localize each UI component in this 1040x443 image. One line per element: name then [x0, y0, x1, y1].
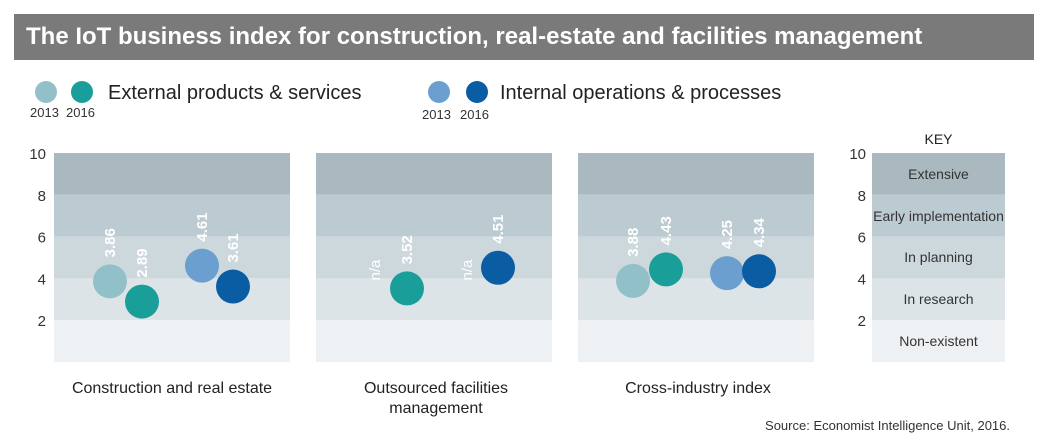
legend-year-external-2016: 2016	[66, 105, 95, 120]
panel-3-band-3	[578, 236, 814, 279]
y-axis-tick-4: 4	[38, 271, 46, 288]
legend-label-external: External products & services	[108, 82, 362, 104]
data-point-panel1-4	[216, 269, 250, 304]
legend-year-external-2013: 2013	[30, 105, 59, 120]
key-band-in-planning: In planning	[904, 249, 973, 265]
key-axis-tick-2: 2	[858, 313, 866, 330]
y-axis-tick-2: 2	[38, 313, 46, 330]
title-bar: The IoT business index for construction,…	[14, 14, 1034, 60]
legend-dot-external-2016	[71, 81, 93, 103]
key-band-2	[872, 194, 1005, 237]
data-label-panel1-3: 4.61	[194, 212, 211, 241]
na-label-panel2-3: n/a	[459, 259, 476, 281]
panel-3-band-5	[578, 320, 814, 362]
key-band-5	[872, 320, 1005, 362]
panel-2-band-2	[316, 194, 552, 237]
key-axis-tick-10: 10	[849, 146, 866, 163]
key-band-extensive: Extensive	[908, 165, 969, 182]
data-label-panel1-1: 3.86	[102, 228, 119, 257]
data-label-panel3-2: 4.43	[658, 216, 675, 245]
source-note: Source: Economist Intelligence Unit, 201…	[765, 418, 1010, 433]
panel-2-band-1	[316, 153, 552, 195]
y-axis-tick-10: 10	[29, 146, 46, 163]
key-axis-tick-8: 8	[858, 188, 866, 205]
data-label-panel2-2: 3.52	[399, 235, 416, 264]
key-band-non-existent: Non-existent	[899, 332, 978, 349]
data-point-panel2-2	[390, 271, 424, 306]
legend-year-internal-2013: 2013	[422, 107, 451, 122]
data-point-panel2-4	[481, 250, 515, 285]
data-point-panel3-4	[742, 254, 776, 289]
panel-3-band-4	[578, 278, 814, 321]
key-band-4	[872, 278, 1005, 321]
data-point-panel1-2	[125, 284, 159, 319]
panel-2-band-5	[316, 320, 552, 362]
y-axis-tick-6: 6	[38, 230, 46, 247]
panel-label-outsourced: Outsourced facilities management	[363, 380, 509, 417]
chart-title: The IoT business index for construction,…	[26, 23, 923, 50]
panel-1-band-5	[54, 320, 290, 362]
legend-dot-external-2013	[35, 81, 57, 103]
legend-year-internal-2016: 2016	[460, 107, 489, 122]
data-point-panel3-2	[649, 252, 683, 287]
panel-label-cross-industry: Cross-industry index	[625, 380, 771, 397]
legend-dot-internal-2016	[466, 81, 488, 103]
panel-1-band-1	[54, 153, 290, 195]
y-axis-tick-8: 8	[38, 188, 46, 205]
data-point-panel1-1	[93, 264, 127, 299]
data-label-panel3-3: 4.25	[719, 220, 736, 249]
key-band-3	[872, 236, 1005, 279]
panel-1-band-3	[54, 236, 290, 279]
data-label-panel3-4: 4.34	[751, 217, 768, 247]
na-label-panel2-1: n/a	[367, 259, 384, 281]
legend-label-internal: Internal operations & processes	[500, 82, 782, 104]
data-point-panel3-3	[710, 256, 744, 291]
key-band-in-research: In research	[903, 290, 974, 307]
data-label-panel2-4: 4.51	[490, 215, 507, 244]
key-axis-tick-6: 6	[858, 230, 866, 247]
panel-1-band-4	[54, 278, 290, 321]
key-axis-tick-4: 4	[858, 271, 866, 288]
data-label-panel3-1: 3.88	[625, 228, 642, 257]
data-point-panel1-3	[185, 248, 219, 283]
key-band-1	[872, 153, 1005, 195]
panel-3-band-2	[578, 194, 814, 237]
data-label-panel1-2: 2.89	[134, 248, 151, 277]
panel-2-band-4	[316, 278, 552, 321]
panel-label-construction: Construction and real estate	[71, 380, 273, 397]
panel-3-band-1	[578, 153, 814, 195]
key-band-early-implementation: Early implementation	[873, 207, 1004, 224]
data-label-panel1-4: 3.61	[225, 233, 242, 262]
data-point-panel3-1	[616, 263, 650, 298]
panel-1-band-2	[54, 194, 290, 237]
key-title: KEY	[924, 131, 953, 147]
panel-2-band-3	[316, 236, 552, 279]
legend-dot-internal-2013	[428, 81, 450, 103]
